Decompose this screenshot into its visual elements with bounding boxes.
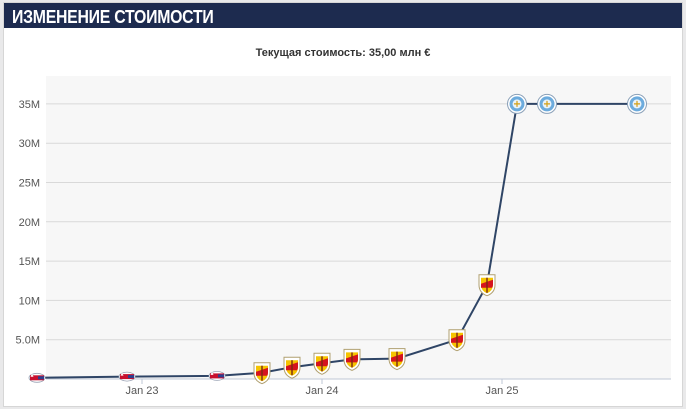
y-tick-label: 20M — [19, 217, 40, 229]
data-point-lens-crest — [448, 329, 466, 352]
crest-letters — [38, 376, 44, 380]
crest-bar — [321, 356, 323, 372]
crest-detail — [544, 100, 550, 107]
data-point-mancity-crest — [537, 93, 557, 114]
grid-lines — [46, 103, 671, 384]
card-title: ИЗМЕНЕНИЕ СТОИМОСТИ — [12, 7, 214, 27]
data-point-csk-crest — [208, 370, 226, 381]
crest-bar — [261, 365, 263, 381]
crest-band — [30, 375, 44, 381]
data-point-lens-crest — [478, 274, 496, 297]
data-point-lens-crest — [313, 352, 331, 375]
data-point-lens-crest — [283, 356, 301, 379]
data-point-lens-crest — [343, 348, 361, 371]
data-point-lens-crest — [388, 348, 406, 371]
data-points — [28, 93, 647, 385]
crest-letters — [128, 375, 134, 379]
crest-band — [210, 373, 224, 379]
crest-letters — [218, 374, 224, 378]
data-point-mancity-crest — [507, 93, 527, 114]
x-tick-label: Jan 23 — [125, 385, 158, 397]
x-tick-label: Jan 24 — [305, 385, 338, 397]
crest-star — [120, 372, 124, 376]
chart-title: Текущая стоимость: 35,00 млн € — [255, 47, 431, 59]
data-point-csk-crest — [28, 372, 46, 383]
crest-bar — [486, 277, 488, 293]
y-tick-label: 25M — [19, 178, 40, 190]
crest-star — [210, 371, 214, 375]
plot-area — [46, 76, 671, 379]
y-axis-labels: 5.0M 10M 15M 20M 25M 30M 35M — [16, 99, 40, 347]
y-tick-label: 30M — [19, 138, 40, 150]
y-tick-label: 15M — [19, 256, 40, 268]
crest-band — [120, 374, 134, 380]
x-tick-label: Jan 25 — [485, 385, 518, 397]
y-tick-label: 35M — [19, 99, 40, 111]
data-point-lens-crest — [253, 362, 271, 385]
y-tick-label: 5.0M — [16, 335, 40, 347]
crest-detail — [634, 100, 640, 107]
crest-bar — [396, 351, 398, 367]
crest-bar — [351, 352, 353, 368]
y-tick-label: 10M — [19, 295, 40, 307]
x-axis-labels: Jan 23 Jan 24 Jan 25 — [125, 385, 518, 397]
crest-bar — [291, 360, 293, 376]
crest-bar — [456, 332, 458, 348]
data-point-mancity-crest — [627, 93, 647, 114]
crest-detail — [514, 100, 520, 107]
card-header: ИЗМЕНЕНИЕ СТОИМОСТИ — [4, 3, 682, 31]
data-point-csk-crest — [118, 371, 136, 382]
crest-star — [30, 373, 34, 377]
